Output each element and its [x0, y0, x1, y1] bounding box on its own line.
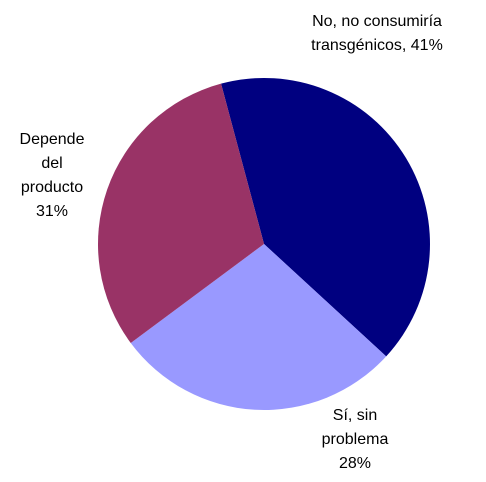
- slice-label-line: del: [41, 155, 63, 172]
- slice-label-line: 28%: [338, 455, 372, 472]
- slice-label-line: Depende: [19, 131, 85, 148]
- slice-label-line: No, no consumiría: [312, 13, 442, 30]
- slice-si-sin-problema: [130, 244, 387, 410]
- slice-depende-del-producto: [98, 83, 264, 343]
- slice-label-depende-del-producto: Depende del producto 31%: [2, 128, 102, 224]
- slice-label-no-consumiria: No, no consumiría transgénicos, 41%: [270, 10, 484, 58]
- pie-slices: [98, 78, 430, 410]
- slice-label-line: producto: [20, 179, 84, 196]
- slice-label-line: 31%: [35, 203, 69, 220]
- slice-label-line: transgénicos, 41%: [311, 37, 443, 54]
- slice-label-line: Sí, sin: [332, 407, 378, 424]
- slice-label-si-sin-problema: Sí, sin problema 28%: [300, 404, 410, 476]
- slice-label-line: problema: [321, 431, 389, 448]
- slice-no-consumiria: [221, 78, 430, 357]
